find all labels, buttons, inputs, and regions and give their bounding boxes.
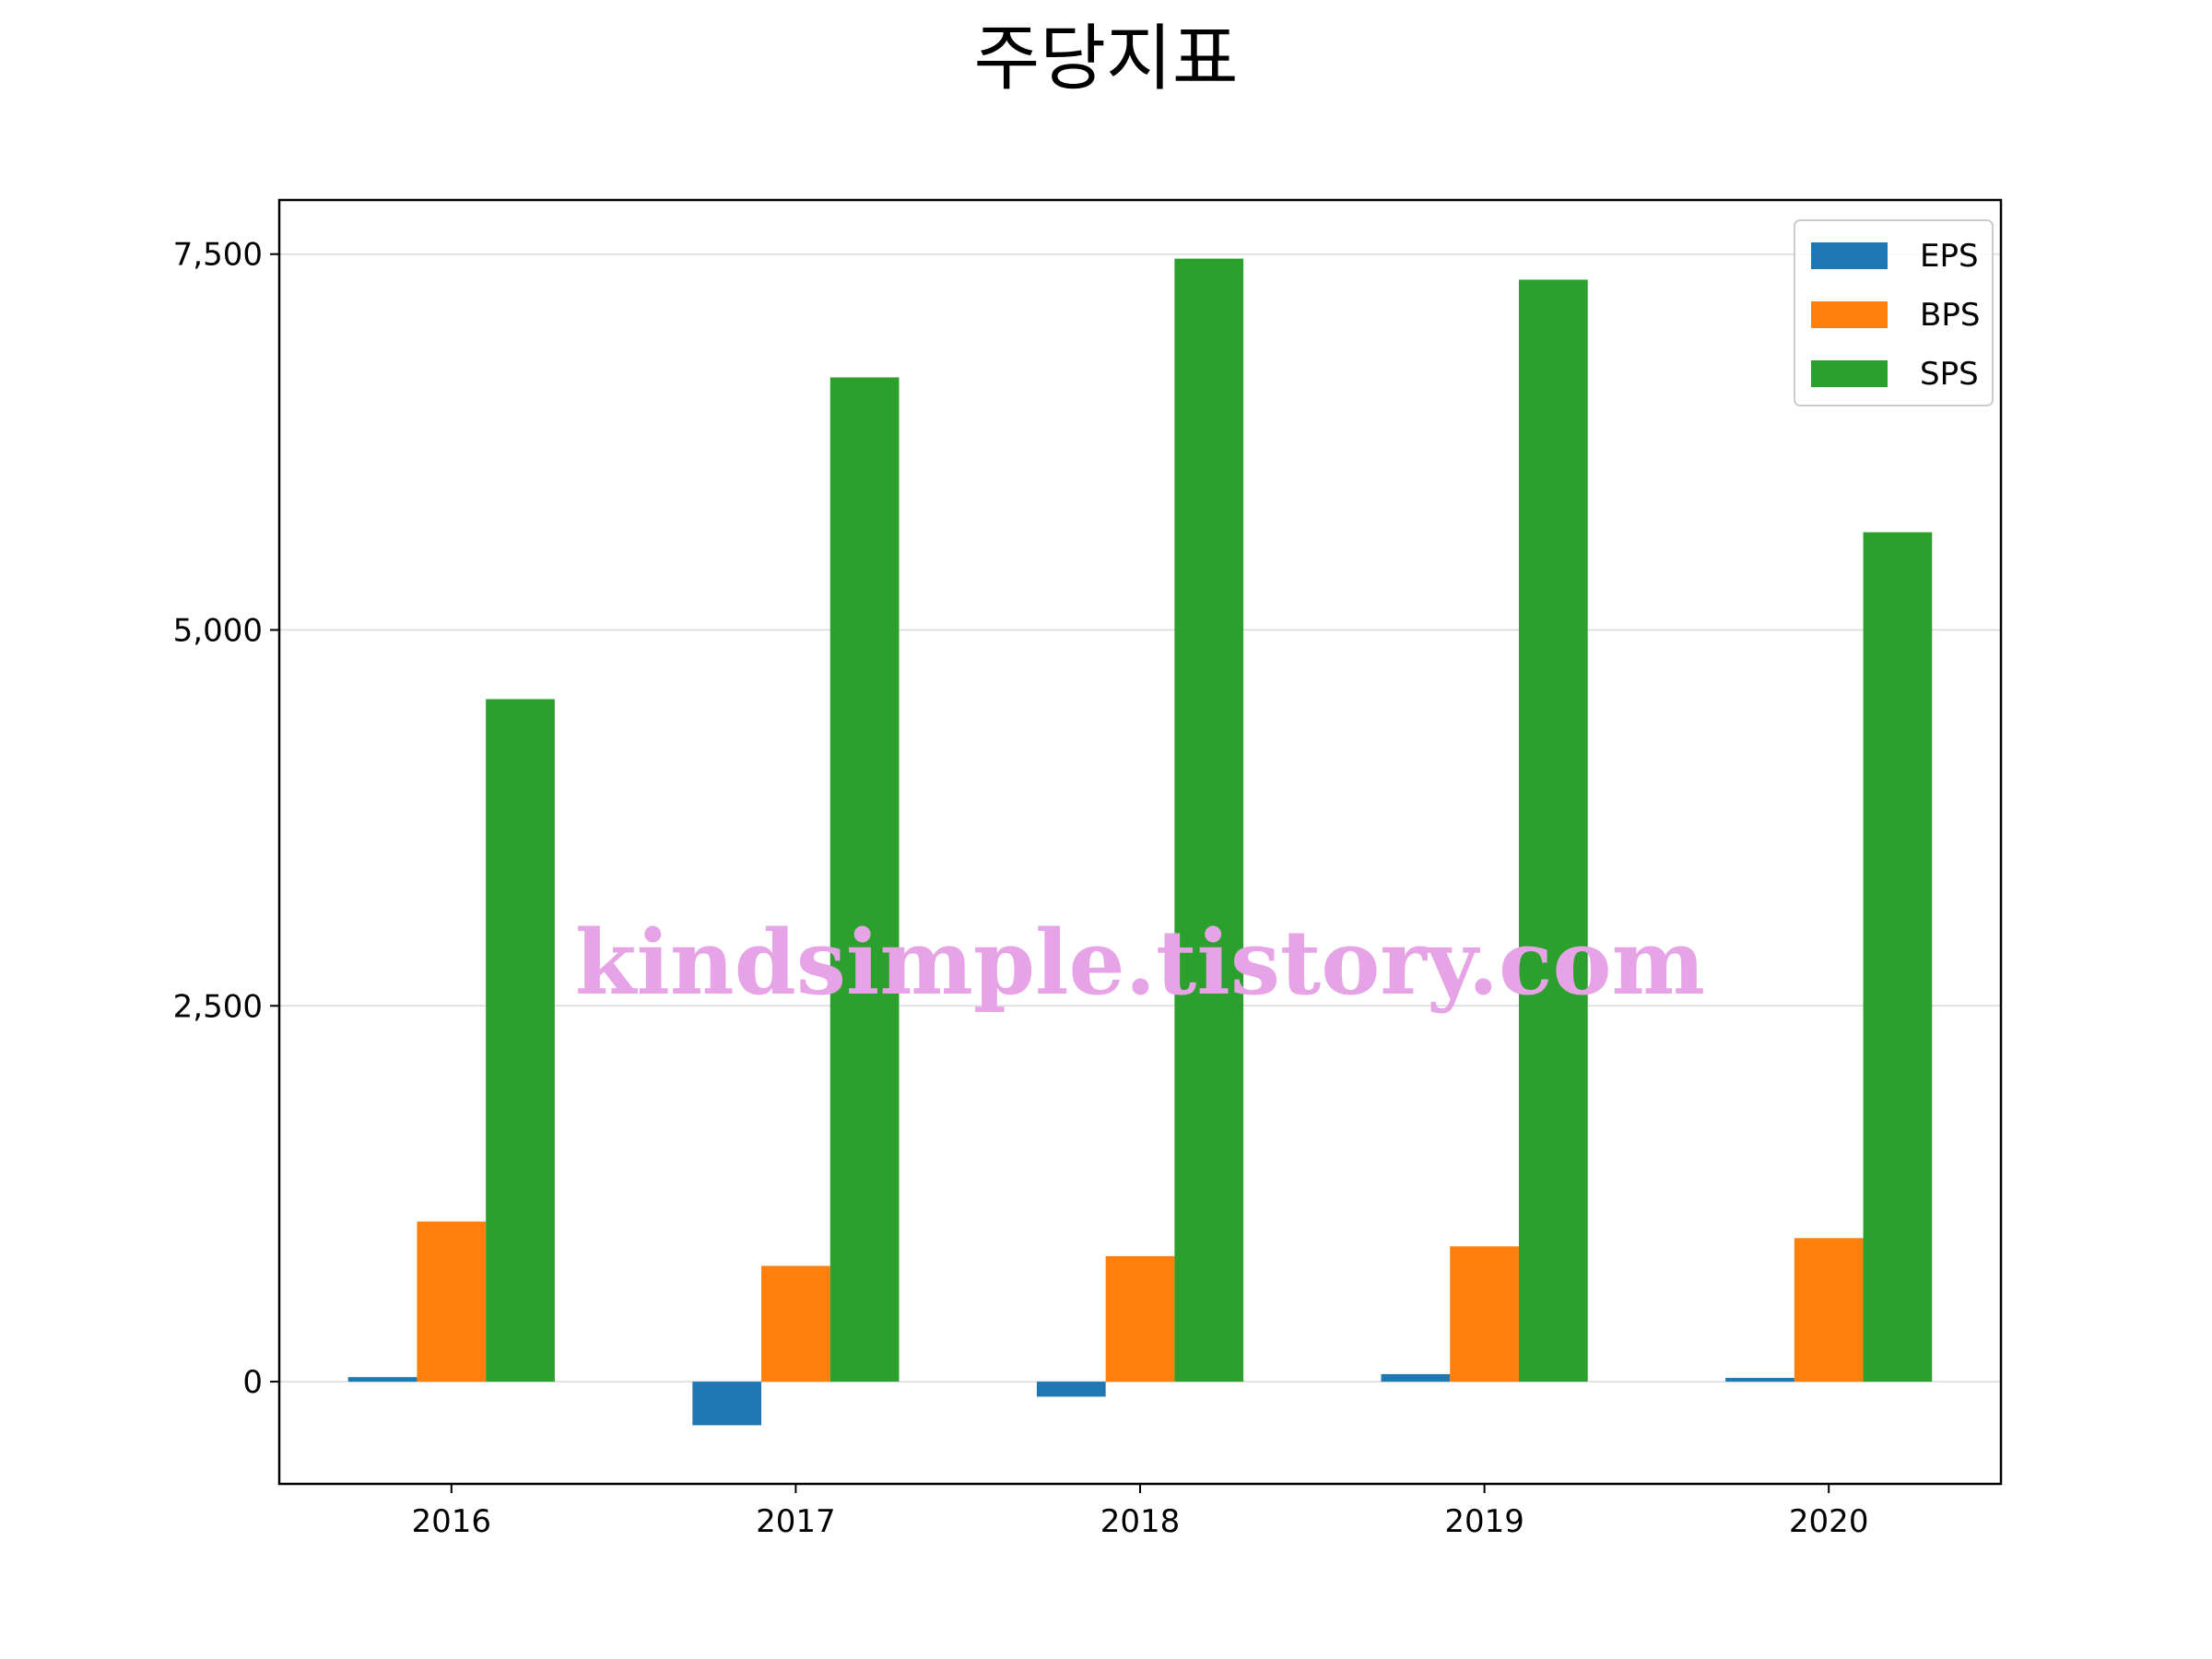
legend: EPS BPS SPS	[1794, 219, 1994, 406]
x-tick-label: 2017	[756, 1503, 836, 1540]
chart-title: 주당지표	[973, 18, 1238, 100]
legend-swatch-eps	[1811, 242, 1888, 269]
bar-bps-2019	[1450, 1246, 1519, 1382]
x-tick-label: 2016	[412, 1503, 492, 1540]
bar-sps-2020	[1863, 532, 1933, 1382]
bar-sps-2016	[486, 699, 555, 1382]
bar-sps-2018	[1174, 258, 1244, 1382]
bar-bps-2020	[1794, 1238, 1864, 1382]
bar-eps-2018	[1036, 1382, 1106, 1397]
legend-label-eps: EPS	[1920, 238, 1979, 275]
bar-eps-2017	[692, 1382, 762, 1426]
y-axis: 0 2,500 5,000 7,500	[173, 237, 279, 1401]
bar-bps-2017	[761, 1265, 830, 1382]
legend-swatch-bps	[1811, 301, 1888, 328]
bar-bps-2016	[417, 1221, 487, 1382]
bar-eps-2019	[1381, 1373, 1451, 1382]
x-tick-label: 2020	[1789, 1503, 1869, 1540]
x-tick-label: 2019	[1444, 1503, 1524, 1540]
watermark: kindsimple.tistory.com	[575, 911, 1705, 1015]
bar-bps-2018	[1105, 1255, 1175, 1382]
x-axis: 2016 2017 2018 2019 2020	[412, 1484, 1869, 1540]
bars	[347, 258, 1933, 1426]
bar-eps-2020	[1725, 1378, 1794, 1382]
bar-eps-2016	[347, 1377, 418, 1382]
legend-swatch-sps	[1811, 360, 1888, 387]
y-tick-label: 2,500	[173, 988, 263, 1025]
legend-label-sps: SPS	[1920, 356, 1979, 393]
y-tick-label: 7,500	[173, 237, 263, 274]
y-tick-label: 5,000	[173, 613, 263, 650]
y-tick-label: 0	[242, 1364, 263, 1401]
legend-label-bps: BPS	[1920, 297, 1980, 334]
bar-sps-2019	[1518, 279, 1588, 1382]
x-tick-label: 2018	[1100, 1503, 1181, 1540]
bar-sps-2017	[830, 377, 900, 1382]
